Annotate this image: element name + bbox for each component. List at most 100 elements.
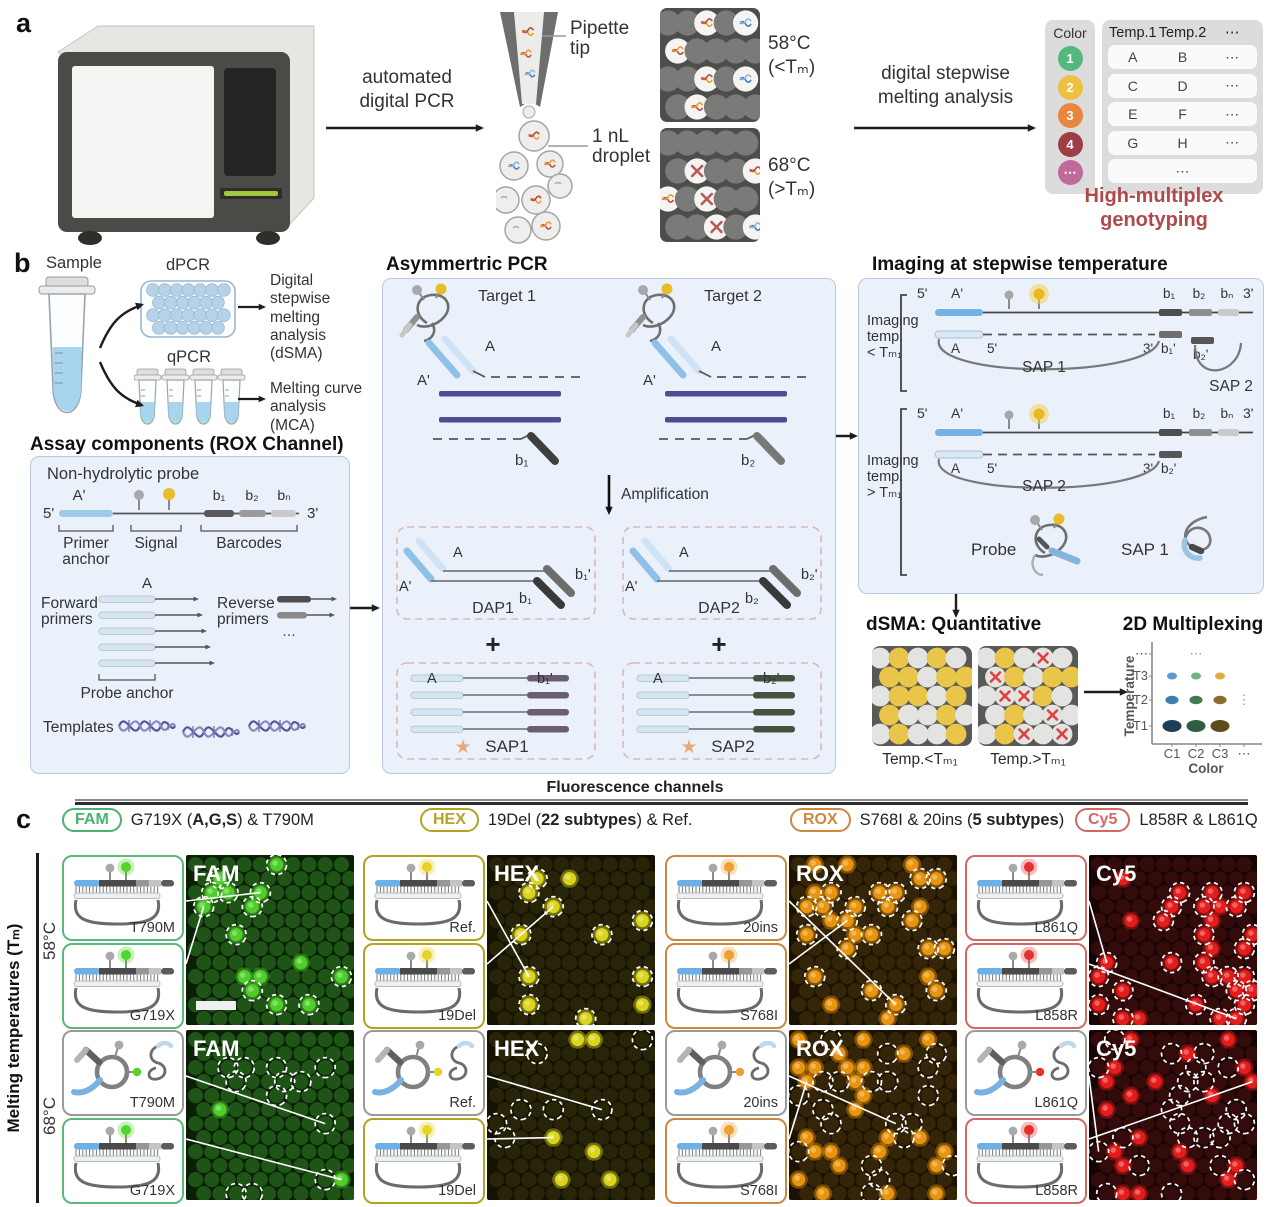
svg-text:b₂: b₂ <box>245 487 258 503</box>
probe-bound-diagram <box>976 858 1077 926</box>
temp-68-label: 68°C (>Tₘ) <box>768 155 816 200</box>
droplet-array-68c <box>660 128 760 247</box>
svg-text:HEX: HEX <box>494 1036 540 1061</box>
probe-bound-diagram <box>374 1121 475 1189</box>
probe-box-label: G719X <box>129 1008 175 1024</box>
probe-box-label: Ref. <box>449 1095 476 1111</box>
machine-svg <box>57 25 315 245</box>
channel-legend-item: ROX S768I & 20ins (5 subtypes) <box>790 808 1064 832</box>
apcr-svg: Target 1 A' Ab₁ Target 2 A' Ab₂ Amplificatio… <box>396 283 822 760</box>
cy5-image-wrap: Cy5 <box>1089 1030 1257 1200</box>
arrow-right-icon <box>1084 682 1132 707</box>
probe-box-ref: Ref. <box>363 1030 485 1116</box>
svg-text:A: A <box>951 341 960 356</box>
svg-text:temp.: temp. <box>867 469 903 485</box>
svg-text:b₁: b₁ <box>519 591 532 607</box>
probe-melted-diagram <box>674 1040 777 1096</box>
arrow-down-icon <box>946 594 966 627</box>
probe-box-label: L861Q <box>1034 1095 1078 1111</box>
dsma-array-high-temp <box>978 646 1078 751</box>
svg-text:Cy5: Cy5 <box>1096 861 1136 886</box>
assay-components-title: Assay components (ROX Channel) <box>30 434 344 455</box>
svg-text:Forward: Forward <box>41 595 98 612</box>
svg-text:1 nL: 1 nL <box>592 126 629 147</box>
svg-text:tip: tip <box>570 38 590 59</box>
svg-text:b₂: b₂ <box>1193 286 1206 301</box>
arrow2-caption: digital stepwise melting analysis <box>877 63 1014 108</box>
probe-box-label: S768I <box>740 1183 778 1199</box>
svg-text:SAP 1: SAP 1 <box>1022 359 1066 376</box>
color-chip: ⋯ <box>1057 160 1083 185</box>
probe-box-ref: Ref. <box>363 855 485 941</box>
svg-text:Probe anchor: Probe anchor <box>80 685 173 702</box>
svg-text:+: + <box>711 629 726 659</box>
mca-label: Melting curve analysis (MCA) <box>270 380 363 434</box>
svg-text:Pipette: Pipette <box>570 18 629 39</box>
melting-axis-line <box>36 853 39 1203</box>
dsma-array-low-temp <box>872 646 972 751</box>
svg-text:b₂: b₂ <box>1193 406 1206 421</box>
imaging-title: Imaging at stepwise temperature <box>872 254 1168 275</box>
temp-high-label: Temp.>Tₘ₁ <box>990 751 1066 768</box>
hex-image: HEX <box>487 855 655 1025</box>
row-58c-label: 58°C <box>40 922 59 960</box>
fluorescence-channels-header: Fluorescence channels <box>546 779 724 796</box>
qpcr-tubes-illustration <box>133 368 246 445</box>
fam-image-wrap: FAM <box>186 1030 354 1200</box>
color-chip: 4 <box>1057 131 1083 157</box>
svg-text:5': 5' <box>43 505 54 522</box>
svg-text:A': A' <box>625 579 638 595</box>
svg-text:A: A <box>951 461 960 476</box>
probe-bound-diagram <box>374 858 475 926</box>
svg-text:3': 3' <box>1143 341 1153 356</box>
probe-box-label: T790M <box>129 1095 175 1111</box>
chip-svg <box>140 280 236 338</box>
dpcr-chip-illustration <box>140 280 236 343</box>
svg-text:A': A' <box>73 487 86 504</box>
svg-text:C1: C1 <box>1164 746 1181 761</box>
assay-diagram: 5' A' 3' b₁ b₂ bₙ Primer anchor Signal Barcodes A F… <box>31 484 349 771</box>
svg-text:Target 1: Target 1 <box>478 288 536 305</box>
svg-text:★: ★ <box>454 737 471 758</box>
table-row: E F ⋯ <box>1108 102 1257 126</box>
svg-text:SAP2: SAP2 <box>711 737 754 756</box>
probe-melted-diagram <box>71 1040 174 1096</box>
sample-label: Sample <box>46 254 102 272</box>
svg-text:...: ... <box>282 623 295 640</box>
svg-text:SAP 2: SAP 2 <box>1209 378 1253 395</box>
probe-box-19del: 19Del <box>363 943 485 1029</box>
svg-text:bₙ: bₙ <box>1221 286 1234 301</box>
svg-text:b₂': b₂' <box>1161 461 1176 476</box>
svg-text:A': A' <box>951 285 963 301</box>
color-chip: 2 <box>1057 74 1083 100</box>
svg-text:A: A <box>142 575 152 592</box>
panel-c-label: c <box>16 804 32 834</box>
probe-box-l858r: L858R <box>965 1118 1087 1204</box>
probe-box-g719x: G719X <box>62 943 184 1029</box>
arrow-right-icon <box>238 298 270 321</box>
svg-text:DAP1: DAP1 <box>472 600 514 617</box>
svg-text:SAP1: SAP1 <box>485 737 528 756</box>
sample-tube-illustration <box>36 275 102 442</box>
imaging-diagram: Imaging temp. < Tₘ₁ 5' A' b₁ b₂ bₙ 3' A 5' 3' b₁' b₂'… <box>859 279 1263 598</box>
svg-text:⋮: ⋮ <box>1238 692 1251 707</box>
svg-text:DAP2: DAP2 <box>698 600 740 617</box>
svg-text:Reverse: Reverse <box>217 595 275 612</box>
probe-box-label: L858R <box>1035 1008 1078 1024</box>
svg-text:b₁: b₁ <box>213 487 226 503</box>
probe-melted-diagram <box>974 1040 1077 1096</box>
svg-text:A: A <box>711 338 721 355</box>
svg-text:< Tₘ₁: < Tₘ₁ <box>867 345 902 361</box>
channel-desc: S768I & 20ins (5 subtypes) <box>859 810 1065 829</box>
rox-image-wrap: ROX <box>789 1030 957 1200</box>
svg-text:b₁: b₁ <box>515 452 528 469</box>
dsma-label: Digital stepwise melting analysis (dSMA) <box>270 272 331 363</box>
hex-image: HEX <box>487 1030 655 1200</box>
probe-box-s768i: S768I <box>665 1118 787 1204</box>
svg-text:C2: C2 <box>1188 746 1205 761</box>
svg-text:Temperature: Temperature <box>1122 655 1137 736</box>
svg-text:5': 5' <box>917 405 927 421</box>
